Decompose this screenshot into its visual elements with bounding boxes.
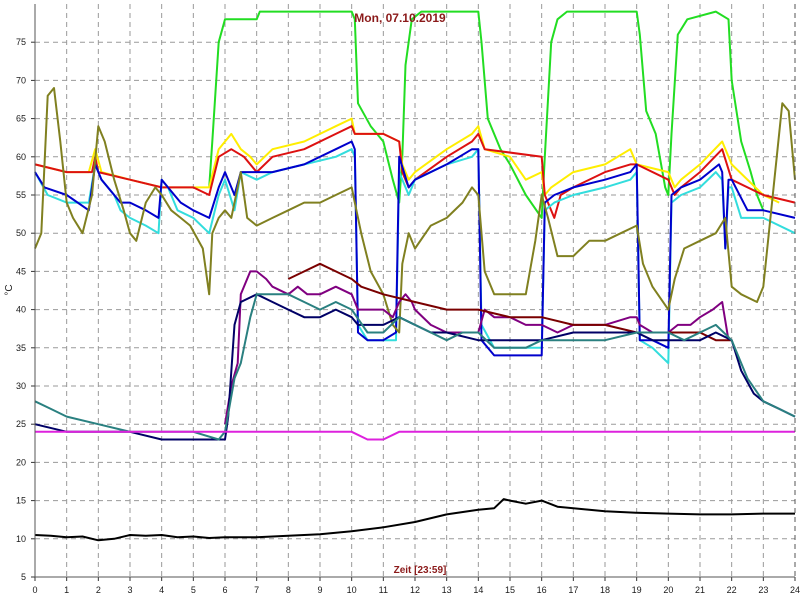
x-tick-label: 9 xyxy=(317,585,322,595)
series-line-2 xyxy=(34,117,780,204)
y-tick-label: 75 xyxy=(16,37,26,47)
y-tick-label: 45 xyxy=(16,266,26,276)
x-tick-label: 20 xyxy=(663,585,673,595)
series-line-1 xyxy=(208,10,765,219)
series-line-11 xyxy=(35,430,795,441)
y-tick-label: 35 xyxy=(16,343,26,353)
x-tick-label: 18 xyxy=(600,585,610,595)
x-tick-label: 8 xyxy=(286,585,291,595)
series-line-10 xyxy=(34,293,796,441)
chart-title: Mon, 07.10.2019 xyxy=(354,11,446,25)
x-tick-label: 14 xyxy=(473,585,483,595)
x-tick-label: 5 xyxy=(191,585,196,595)
y-tick-label: 40 xyxy=(16,305,26,315)
y-tick-label: 20 xyxy=(16,457,26,467)
x-tick-label: 0 xyxy=(32,585,37,595)
y-tick-label: 15 xyxy=(16,496,26,506)
x-tick-label: 13 xyxy=(442,585,452,595)
x-tick-label: 17 xyxy=(568,585,578,595)
axes: 0 1 2 3 4 5 6 7 8 9 10 11 12 13 14 15 16 17 18 19 20 21 22 23 24… xyxy=(16,4,800,595)
y-tick-label: 50 xyxy=(16,228,26,238)
x-tick-label: 19 xyxy=(632,585,642,595)
y-tick-label: 25 xyxy=(16,419,26,429)
y-tick-label: 60 xyxy=(16,152,26,162)
y-tick-label: 10 xyxy=(16,534,26,544)
y-tick-label: 70 xyxy=(16,75,26,85)
x-tick-label: 10 xyxy=(347,585,357,595)
x-tick-label: 3 xyxy=(127,585,132,595)
x-tick-label: 24 xyxy=(790,585,800,595)
x-tick-label: 22 xyxy=(727,585,737,595)
y-tick-label: 30 xyxy=(16,381,26,391)
x-tick-label: 23 xyxy=(758,585,768,595)
x-tick-label: 12 xyxy=(410,585,420,595)
x-tick-label: 21 xyxy=(695,585,705,595)
y-tick-label: 65 xyxy=(16,114,26,124)
y-tick-label: 5 xyxy=(21,572,26,582)
x-tick-label: 2 xyxy=(96,585,101,595)
x-axis-label: Zeit [23:59] xyxy=(394,565,447,576)
y-axis-label: °C xyxy=(4,284,15,295)
x-tick-label: 16 xyxy=(537,585,547,595)
series-line-12 xyxy=(34,498,795,542)
x-tick-label: 15 xyxy=(505,585,515,595)
series-layer xyxy=(34,10,796,542)
x-tick-label: 4 xyxy=(159,585,164,595)
x-tick-label: 11 xyxy=(379,585,388,595)
x-tick-label: 7 xyxy=(254,585,259,595)
x-tick-label: 6 xyxy=(222,585,227,595)
y-tick-label: 55 xyxy=(16,190,26,200)
x-tick-label: 1 xyxy=(64,585,69,595)
series-line-7 xyxy=(224,270,730,425)
